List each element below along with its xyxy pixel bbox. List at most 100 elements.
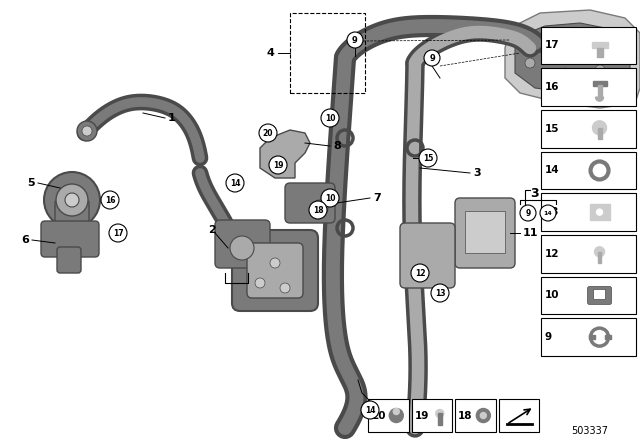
Circle shape [361,401,379,419]
Bar [541,276,636,314]
Circle shape [593,121,607,135]
FancyBboxPatch shape [400,223,455,288]
Circle shape [424,50,440,66]
FancyBboxPatch shape [55,200,89,226]
Circle shape [82,126,92,136]
Circle shape [595,65,605,75]
Circle shape [321,189,339,207]
Circle shape [481,413,486,418]
Bar [598,128,602,139]
Text: 18: 18 [458,410,472,421]
Text: 16: 16 [105,195,115,204]
Text: 14: 14 [365,405,375,414]
Text: 16: 16 [545,82,559,92]
Text: 9: 9 [429,53,435,63]
Circle shape [419,149,437,167]
Text: 20: 20 [263,129,273,138]
Text: 5: 5 [28,178,35,188]
Text: 19: 19 [415,410,429,421]
Text: 1: 1 [168,113,176,123]
Bar [541,193,636,231]
Text: 11: 11 [523,228,538,238]
Bar [541,26,636,65]
Bar [605,335,611,339]
Text: 20: 20 [371,410,385,421]
Circle shape [56,184,88,216]
Circle shape [540,205,556,221]
Bar [596,48,602,57]
Circle shape [394,409,399,414]
FancyBboxPatch shape [285,183,335,223]
Bar [438,413,442,425]
Circle shape [259,124,277,142]
Bar [589,204,609,220]
Bar [591,43,607,48]
Text: 12: 12 [545,249,559,259]
Circle shape [109,224,127,242]
Circle shape [312,200,328,216]
Text: 9: 9 [352,35,358,44]
Text: 9: 9 [545,332,552,342]
Circle shape [270,258,280,268]
Text: 14: 14 [545,165,559,176]
Text: 6: 6 [21,235,29,245]
Text: 4: 4 [266,48,274,58]
Text: 13: 13 [435,289,445,297]
Circle shape [255,278,265,288]
Bar [290,13,365,93]
Circle shape [280,283,290,293]
FancyBboxPatch shape [455,198,515,268]
Text: 503337: 503337 [572,426,609,436]
Circle shape [226,174,244,192]
Bar [455,399,495,432]
Text: 18: 18 [313,206,323,215]
Bar [541,110,636,148]
Circle shape [555,33,565,43]
Circle shape [309,201,327,219]
Circle shape [436,409,444,418]
Circle shape [431,284,449,302]
Text: 15: 15 [423,154,433,163]
FancyBboxPatch shape [593,289,605,299]
FancyBboxPatch shape [57,247,81,273]
Bar [499,399,539,432]
Text: 19: 19 [273,160,284,169]
Circle shape [596,209,602,215]
Text: 12: 12 [415,268,425,277]
Text: 17: 17 [113,228,124,237]
Circle shape [595,247,605,257]
Polygon shape [260,130,310,178]
FancyBboxPatch shape [232,230,318,311]
Bar [368,399,408,432]
Text: 8: 8 [333,141,340,151]
Bar [541,235,636,273]
Text: 14: 14 [230,178,240,188]
FancyBboxPatch shape [247,243,303,298]
Text: 17: 17 [545,40,559,51]
Bar [465,211,505,253]
FancyBboxPatch shape [215,220,270,268]
Bar [598,252,601,263]
Text: 10: 10 [324,113,335,122]
Text: 3: 3 [473,168,481,178]
Text: 2: 2 [208,225,216,235]
Bar [412,399,452,432]
Text: 3: 3 [530,186,539,199]
Text: 10: 10 [545,290,559,301]
Text: 7: 7 [373,193,381,203]
Circle shape [590,38,600,48]
Text: 14: 14 [543,211,552,215]
Bar [541,318,636,356]
Circle shape [411,264,429,282]
FancyBboxPatch shape [41,221,99,257]
Circle shape [101,191,119,209]
Text: 13: 13 [545,207,559,217]
Circle shape [269,156,287,174]
Wedge shape [596,97,604,101]
Text: 15: 15 [545,124,559,134]
FancyBboxPatch shape [588,286,612,305]
Circle shape [44,172,100,228]
Circle shape [77,121,97,141]
Text: 9: 9 [525,208,531,217]
Polygon shape [515,23,630,93]
